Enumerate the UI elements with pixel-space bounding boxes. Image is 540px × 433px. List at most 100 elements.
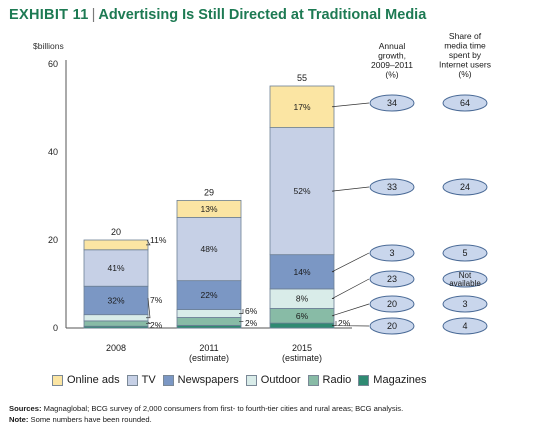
bar-segment-label: 8%: [296, 294, 309, 304]
note-text: Some numbers have been rounded.: [30, 415, 152, 424]
y-axis-unit-label: $billions: [33, 41, 64, 51]
share-column-header: (%): [458, 69, 471, 79]
bar-segment-online_ads: [83, 239, 149, 251]
share-column-header: Share of: [449, 31, 482, 41]
growth-value: 34: [387, 98, 397, 108]
growth-column-header: 2009–2011: [371, 60, 413, 70]
bar-segment-radio: [83, 320, 149, 327]
row-connector-line: [331, 303, 370, 317]
bar-segment-magazines: [269, 322, 335, 329]
note-line: Note: Some numbers have been rounded.: [9, 414, 403, 425]
legend-swatch: [245, 374, 257, 386]
legend-label: Outdoor: [260, 374, 301, 386]
label-leader-line: [146, 239, 151, 246]
bar-segment-outdoor: [176, 309, 242, 318]
bar-total-label: 29: [204, 187, 214, 197]
label-leader-line: [239, 309, 244, 314]
row-connector-line: [331, 186, 370, 192]
legend: Online ads TV Newspapers Outdoor Radio Magazi…: [52, 374, 434, 386]
growth-value: 20: [387, 321, 397, 331]
share-column-header: spent by: [449, 50, 482, 60]
growth-bubble-tv: [369, 178, 415, 196]
chart-title: EXHIBIT 11 | Advertising Is Still Directed…: [9, 7, 426, 23]
y-tick-label: 60: [48, 59, 58, 69]
legend-item-outdoor: Outdoor: [245, 374, 301, 386]
bar-segment-label: 2%: [150, 320, 163, 330]
footer: Sources: Magnaglobal; BCG survey of 2,00…: [9, 403, 403, 425]
sources-label: Sources:: [9, 404, 42, 413]
x-tick-sublabel: (estimate): [282, 353, 322, 363]
share-value: 64: [460, 98, 470, 108]
label-leader-line: [146, 297, 151, 319]
title-separator: |: [91, 7, 96, 23]
bar-segment-label: 48%: [200, 244, 217, 254]
share-value: 5: [462, 248, 467, 258]
legend-item-magazines: Magazines: [358, 374, 427, 386]
x-tick-label: 2015: [292, 343, 312, 353]
legend-label: Online ads: [67, 374, 120, 386]
share-value: 3: [462, 299, 467, 309]
share-bubble-online_ads: [442, 94, 488, 112]
bar-segment-label: 14%: [293, 267, 310, 277]
x-tick-label: 2008: [106, 343, 126, 353]
share-column-header: media time: [444, 41, 486, 51]
bar-segment-online_ads: [176, 199, 242, 218]
sources-line: Sources: Magnaglobal; BCG survey of 2,00…: [9, 403, 403, 414]
exhibit-number: EXHIBIT 11: [9, 7, 89, 23]
title-text: Advertising Is Still Directed at Traditi…: [98, 7, 427, 23]
bar-total-label: 20: [111, 227, 121, 237]
bar-segment-label: 22%: [200, 290, 217, 300]
share-value: 24: [460, 182, 470, 192]
bar-segment-outdoor: [83, 314, 149, 322]
bar-segment-label: 2%: [338, 318, 351, 328]
bar-segment-label: 32%: [107, 295, 124, 305]
growth-column-header: growth,: [378, 51, 406, 61]
bar-segment-label: 52%: [293, 186, 310, 196]
row-connector-line: [331, 102, 370, 108]
x-tick-label: 2011: [199, 343, 218, 353]
share-bubble-tv: [442, 178, 488, 196]
note-label: Note:: [9, 415, 29, 424]
share-value: 4: [462, 321, 467, 331]
bar-segment-label: 13%: [200, 204, 217, 214]
bar-segment-label: 17%: [293, 102, 310, 112]
share-bubble-newspapers: [442, 244, 488, 262]
legend-item-online_ads: Online ads: [52, 374, 120, 386]
bar-segment-radio: [176, 317, 242, 326]
growth-value: 33: [387, 182, 397, 192]
bar-total-label: 55: [297, 73, 307, 83]
bar-segment-label: 2%: [245, 318, 258, 328]
growth-bubble-magazines: [369, 317, 415, 335]
bar-segment-tv: [176, 217, 242, 282]
legend-label: TV: [141, 374, 156, 386]
legend-swatch: [52, 374, 63, 386]
growth-value: 23: [387, 274, 397, 284]
share-bubble-radio: [442, 295, 488, 313]
legend-swatch: [358, 374, 370, 386]
bar-segment-tv: [83, 249, 149, 287]
bar-segment-label: 11%: [150, 235, 167, 245]
growth-column-header: (%): [385, 70, 398, 80]
bar-segment-tv: [269, 127, 335, 256]
legend-label: Radio: [322, 374, 352, 386]
row-connector-line: [331, 252, 370, 273]
bar-segment-label: 6%: [296, 311, 309, 321]
share-bubble-outdoor: [442, 270, 488, 288]
legend-swatch: [126, 374, 138, 386]
share-bubble-magazines: [442, 317, 488, 335]
x-tick-sublabel: (estimate): [189, 353, 229, 363]
sources-text: Magnaglobal; BCG survey of 2,000 consume…: [43, 404, 404, 413]
share-value: Not: [459, 271, 472, 280]
bar-segment-label: 7%: [150, 295, 163, 305]
legend-item-tv: TV: [126, 374, 156, 386]
growth-bubble-outdoor: [369, 270, 415, 288]
bar-segment-label: 41%: [107, 263, 124, 273]
y-tick-label: 40: [48, 147, 58, 157]
stacked-bar-chart: $billions020406032%41%20200822%48%13%292…: [33, 31, 491, 363]
growth-value: 3: [389, 248, 394, 258]
y-tick-label: 20: [48, 235, 58, 245]
legend-item-radio: Radio: [307, 374, 352, 386]
growth-bubble-online_ads: [369, 94, 415, 112]
y-tick-label: 0: [53, 323, 58, 333]
row-connector-line: [331, 278, 370, 300]
